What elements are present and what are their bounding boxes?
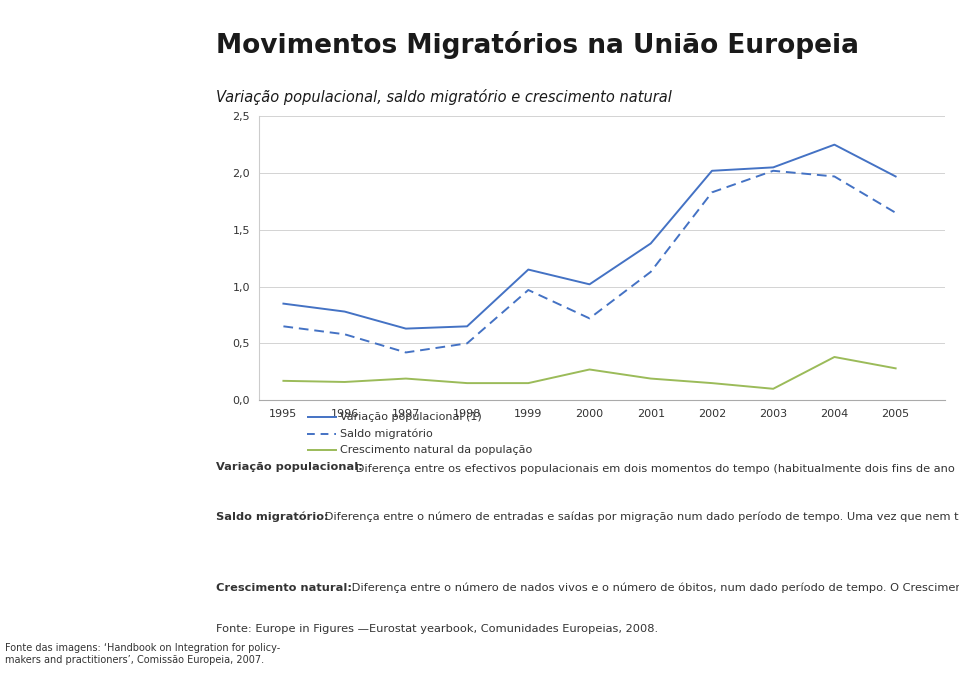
Text: Movimentos Migratórios na União Europeia: Movimentos Migratórios na União Europeia [216, 31, 858, 59]
Text: Fonte das imagens: ‘Handbook on Integration for policy-
makers and practitioners: Fonte das imagens: ‘Handbook on Integrat… [5, 643, 280, 665]
Text: Crescimento natural:: Crescimento natural: [216, 583, 352, 593]
Text: Variação populacional, saldo migratório e crescimento natural: Variação populacional, saldo migratório … [216, 89, 671, 105]
Text: Diferença entre o número de nados vivos e o número de óbitos, num dado período d: Diferença entre o número de nados vivos … [348, 583, 959, 593]
Text: Variação populacional:: Variação populacional: [216, 462, 363, 472]
Text: Saldo migratório:: Saldo migratório: [216, 512, 328, 522]
Text: Saldo migratório: Saldo migratório [340, 428, 433, 439]
Text: Fonte: Europe in Figures —Eurostat yearbook, Comunidades Europeias, 2008.: Fonte: Europe in Figures —Eurostat yearb… [216, 624, 658, 634]
Text: Variação populacional (1): Variação populacional (1) [340, 412, 482, 422]
Text: Crescimento natural da população: Crescimento natural da população [340, 445, 532, 455]
Text: Diferença entre os efectivos populacionais em dois momentos do tempo (habitualme: Diferença entre os efectivos populaciona… [352, 462, 959, 474]
Text: Diferença entre o número de entradas e saídas por migração num dado período de t: Diferença entre o número de entradas e s… [321, 512, 959, 522]
